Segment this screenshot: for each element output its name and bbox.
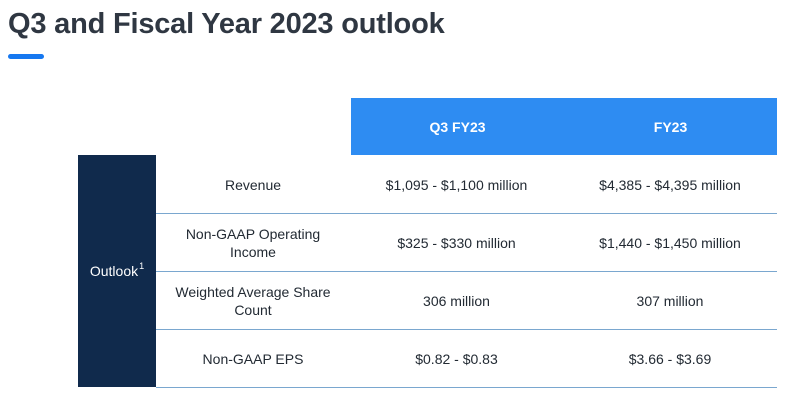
table-row: Non-GAAP Operating Income $325 - $330 mi… [156, 214, 777, 272]
q3-value: $1,095 - $1,100 million [385, 176, 528, 193]
table-row: Non-GAAP EPS $0.82 - $0.83 $3.66 - $3.69 [156, 330, 777, 388]
column-header-fy: FY23 [564, 98, 777, 155]
outlook-label-text: Outlook [89, 263, 139, 279]
page-title: Q3 and Fiscal Year 2023 outlook [8, 8, 445, 40]
metric-label: Non-GAAP EPS [202, 350, 304, 367]
metric-label: Non-GAAP Operating Income [185, 225, 321, 260]
table-row: Revenue $1,095 - $1,100 million $4,385 -… [156, 156, 777, 214]
fy-value: $3.66 - $3.69 [628, 350, 712, 367]
footnote-marker: 1 [139, 261, 145, 271]
fy-value: $4,385 - $4,395 million [599, 176, 741, 193]
title-underline [8, 54, 44, 59]
outlook-side-label: Outlook 1 [78, 155, 156, 387]
metric-label: Revenue [224, 176, 282, 193]
column-header-q3: Q3 FY23 [351, 98, 564, 155]
metric-label: Weighted Average Share Count [175, 283, 331, 318]
q3-value: $325 - $330 million [397, 234, 516, 251]
q3-value: $0.82 - $0.83 [415, 350, 498, 367]
table-row: Weighted Average Share Count 306 million… [156, 272, 777, 330]
fy-value: $1,440 - $1,450 million [599, 234, 741, 251]
fy-value: 307 million [636, 292, 704, 309]
q3-value: 306 million [423, 292, 490, 309]
